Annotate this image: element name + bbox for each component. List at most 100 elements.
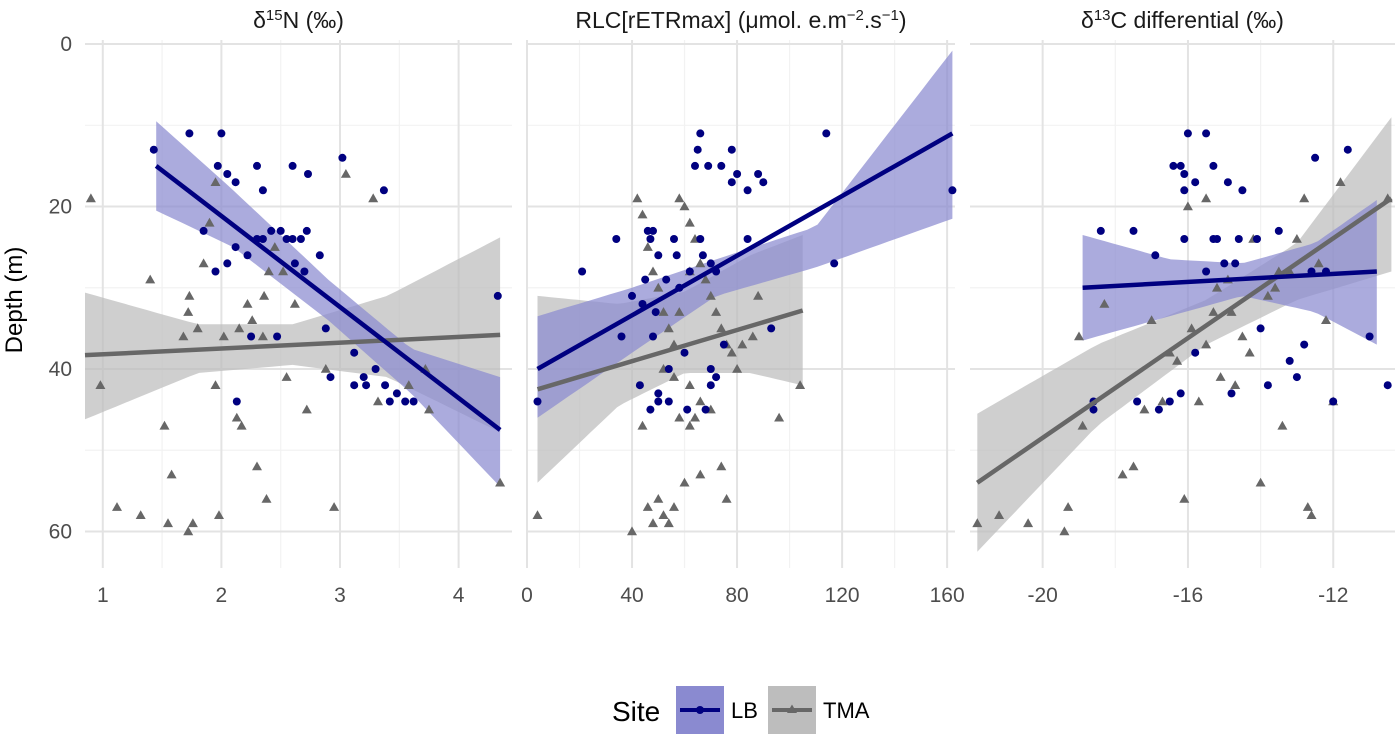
point-tma (642, 242, 653, 251)
point-tma (695, 258, 706, 268)
point-lb (712, 373, 721, 382)
point-tma (145, 274, 156, 284)
y-tick-label: 0 (60, 33, 72, 56)
point-tma (679, 201, 690, 211)
point-lb (276, 226, 285, 235)
point-lb (1256, 324, 1265, 333)
point-lb (654, 251, 663, 260)
point-lb (727, 178, 736, 187)
point-tma (183, 307, 194, 316)
fit-line-lb (536, 131, 954, 371)
point-tma (236, 420, 247, 430)
point-tma (301, 404, 312, 414)
legend-label-tma: TMA (823, 698, 870, 723)
point-tma (663, 323, 674, 333)
point-tma (1059, 526, 1070, 536)
x-tick-label: 2 (216, 584, 228, 607)
point-tma (192, 323, 203, 333)
point-tma (210, 380, 221, 389)
point-lb (253, 161, 261, 170)
point-tma (1255, 477, 1266, 487)
point-lb (273, 332, 282, 341)
point-lb (288, 235, 297, 243)
point-tma (289, 299, 300, 308)
point-tma (85, 193, 96, 203)
confidence-band-lb (537, 50, 953, 418)
point-lb (830, 259, 839, 268)
point-tma (1128, 461, 1139, 471)
y-tick-label: 40 (49, 358, 72, 381)
point-tma (1215, 372, 1226, 381)
point-tma (1270, 282, 1281, 292)
y-tick-label: 60 (49, 520, 72, 543)
point-tma (1023, 518, 1034, 528)
point-tma (1262, 290, 1273, 300)
point-lb (288, 161, 297, 170)
x-tick-label: -16 (1173, 584, 1203, 607)
point-lb (282, 235, 291, 243)
point-lb (379, 186, 388, 195)
point-tma (1179, 494, 1190, 503)
point-lb (304, 170, 312, 178)
point-lb (1311, 153, 1320, 162)
point-tma (711, 307, 722, 316)
point-lb (1180, 170, 1189, 178)
point-tma (1157, 396, 1168, 406)
point-tma (674, 193, 685, 203)
point-lb (662, 275, 671, 284)
legend-entry-lb: LB (676, 686, 758, 734)
point-tma (329, 502, 340, 511)
point-tma (340, 169, 351, 178)
point-lb (691, 161, 699, 170)
point-lb (1234, 235, 1243, 243)
point-tma (259, 290, 270, 300)
point-lb (1180, 235, 1189, 243)
point-tma (669, 502, 679, 511)
point-lb (649, 332, 657, 341)
legend-title: Site (612, 696, 660, 727)
point-tma (1201, 193, 1212, 203)
panel-1: 1 2 3 4 δ15N (‰) (84, 7, 512, 607)
point-tma (753, 290, 764, 300)
point-lb (493, 291, 502, 300)
panel-title: δ15N (‰) (253, 7, 344, 34)
point-tma (320, 364, 331, 373)
point-tma (263, 266, 274, 276)
point-tma (658, 307, 669, 316)
point-tma (658, 510, 669, 519)
point-tma (690, 412, 700, 422)
point-lb (1365, 332, 1374, 341)
point-tma (1237, 331, 1248, 341)
point-tma (159, 420, 170, 430)
point-lb (231, 243, 240, 252)
legend-key-tma-point (787, 704, 797, 713)
point-lb (680, 348, 689, 357)
x-tick-label: -20 (1027, 584, 1057, 607)
point-lb (1191, 348, 1200, 357)
x-tick-label: 0 (521, 584, 533, 607)
point-tma (1335, 177, 1346, 186)
point-tma (774, 412, 785, 422)
point-lb (578, 267, 587, 276)
point-tma (257, 331, 268, 341)
legend: Site LB TMA (612, 686, 870, 734)
point-lb (1274, 226, 1283, 235)
point-lb (948, 186, 957, 195)
point-tma (1244, 347, 1255, 357)
point-lb (1169, 161, 1178, 170)
x-tick-label: 120 (825, 584, 860, 607)
point-lb (1202, 267, 1211, 276)
point-tma (281, 372, 292, 381)
point-lb (1154, 405, 1163, 414)
point-tma (368, 193, 379, 203)
point-lb (232, 397, 241, 406)
point-lb (1285, 356, 1294, 365)
point-lb (362, 381, 371, 390)
point-lb (149, 145, 158, 154)
point-lb (315, 251, 324, 260)
point-lb (1202, 129, 1211, 138)
panel-title: RLC[rETRmax] (μmol. e.m−2.s−1) (575, 7, 906, 34)
point-lb (359, 373, 368, 382)
point-tma (1186, 323, 1197, 333)
point-lb (693, 145, 702, 154)
